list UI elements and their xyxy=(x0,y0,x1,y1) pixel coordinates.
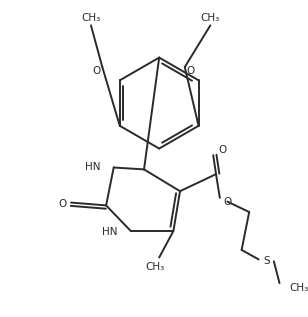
Text: O: O xyxy=(224,197,232,207)
Text: HN: HN xyxy=(85,162,100,171)
Text: CH₃: CH₃ xyxy=(201,13,220,23)
Text: CH₃: CH₃ xyxy=(81,13,101,23)
Text: O: O xyxy=(59,198,67,209)
Text: CH₃: CH₃ xyxy=(289,283,308,293)
Text: CH₃: CH₃ xyxy=(146,262,165,272)
Text: O: O xyxy=(92,66,101,76)
Text: HN: HN xyxy=(102,227,117,237)
Text: O: O xyxy=(218,146,226,155)
Text: S: S xyxy=(263,256,270,266)
Text: O: O xyxy=(186,66,195,76)
